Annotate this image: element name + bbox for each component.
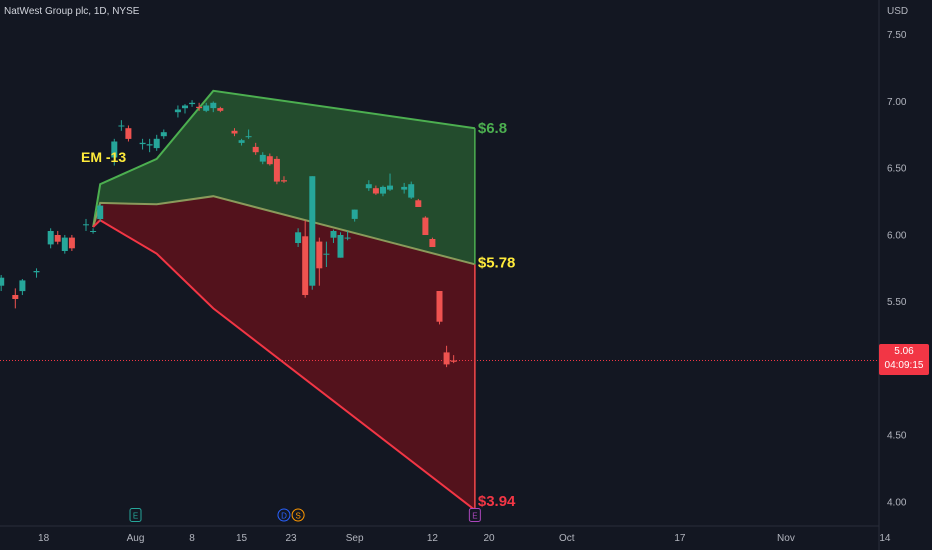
last-price-tag: 5.06 04:09:15 (879, 344, 929, 375)
bar-countdown: 04:09:15 (884, 360, 924, 371)
earnings-marker (129, 508, 142, 522)
time-tick-label: Sep (346, 533, 364, 544)
time-tick-label: 15 (236, 533, 248, 544)
event-marker-letter: E (472, 512, 477, 521)
price-tick-label: 4.50 (887, 431, 907, 442)
upper-band-line (92, 89, 476, 228)
candle-body (337, 235, 344, 258)
candle-body (68, 237, 75, 249)
candle-body (217, 108, 224, 111)
time-tick-label: Nov (777, 533, 795, 544)
candle-body (61, 237, 68, 251)
candle-body (47, 231, 54, 245)
time-tick-label: 12 (427, 533, 439, 544)
candle-body (182, 105, 188, 109)
candle-body (273, 158, 280, 182)
lower-band-fill (93, 196, 475, 510)
candle-body (450, 360, 457, 362)
time-tick-label: 18 (38, 533, 50, 544)
candle-body (139, 142, 146, 145)
time-tick-label: 23 (285, 533, 297, 544)
candle-body (344, 237, 351, 239)
candle-body (160, 132, 167, 137)
earnings-marker (468, 508, 481, 522)
candle-body (189, 102, 196, 105)
price-tick-label: 6.50 (887, 164, 907, 175)
candle-body (111, 141, 118, 158)
candle-body (196, 106, 203, 109)
dividend-marker (277, 508, 291, 522)
candle-body (351, 209, 358, 219)
price-tick-label: 7.50 (887, 30, 907, 41)
candle-body (330, 231, 337, 238)
last-price-value: 5.06 (894, 346, 914, 357)
time-tick-label: 14 (879, 533, 891, 544)
candle-body (415, 200, 422, 207)
candle-body (302, 236, 309, 295)
candle-body (90, 231, 97, 232)
candle-body (19, 280, 26, 292)
price-tick-label: 7.00 (887, 97, 907, 108)
candle-body (146, 144, 153, 146)
candle-body (252, 146, 259, 153)
time-tick-label: 17 (674, 533, 686, 544)
lower-band-line (92, 219, 476, 511)
candle-body (118, 125, 125, 127)
mid-target-label: $5.78 (478, 254, 516, 271)
candle-body (266, 156, 273, 165)
chart-title[interactable]: NatWest Group plc, 1D, NYSE (4, 6, 140, 17)
upper-target-label: $6.8 (478, 120, 507, 137)
candle-body (259, 154, 266, 162)
time-tick-label: 8 (189, 533, 195, 544)
candle-body (203, 105, 210, 111)
split-marker (291, 508, 305, 522)
event-marker-letter: S (295, 512, 300, 521)
price-tick-label: 6.00 (887, 230, 907, 241)
candle-body (231, 130, 238, 134)
candle-body (12, 295, 19, 299)
candle-body (429, 239, 436, 247)
candle-body (443, 352, 450, 365)
candle-body (174, 109, 181, 113)
candle-body (365, 184, 372, 189)
candle-body (210, 102, 217, 109)
candle-body (408, 184, 415, 198)
candle-body (0, 277, 5, 286)
candle-body (316, 241, 323, 269)
candle-body (387, 185, 393, 190)
price-tick-label: 5.50 (887, 297, 907, 308)
candle-body (54, 235, 61, 242)
candle-body (380, 186, 386, 194)
candle-body (309, 176, 316, 286)
time-tick-label: Oct (559, 533, 575, 544)
price-axis-currency: USD (887, 6, 908, 17)
time-tick-label: 20 (483, 533, 495, 544)
lower-target-label: $3.94 (478, 493, 516, 510)
candle-body (436, 291, 443, 322)
candle-body (295, 232, 302, 243)
candle-body (245, 136, 252, 138)
candle-body (323, 253, 330, 255)
price-tick-label: 4.00 (887, 497, 907, 508)
candle-body (238, 140, 245, 143)
event-marker-letter: E (133, 512, 138, 521)
em-label: EM -13 (81, 149, 126, 165)
candle-body (33, 271, 40, 273)
time-tick-label: Aug (127, 533, 145, 544)
candle-body (422, 217, 429, 235)
candle-body (281, 180, 287, 182)
candle-body (153, 138, 160, 149)
event-marker-letter: D (281, 512, 287, 521)
candle-body (401, 186, 408, 190)
candle-body (372, 188, 379, 194)
candle-body (97, 205, 104, 219)
candle-body (125, 128, 132, 139)
candle-body (83, 224, 89, 226)
